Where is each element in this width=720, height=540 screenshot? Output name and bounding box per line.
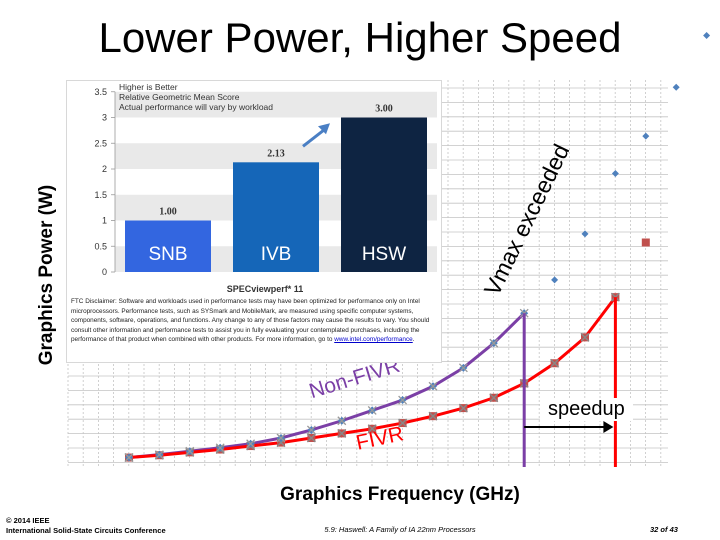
- fivr-vmax-point: [641, 238, 650, 247]
- chart-markers: [124, 32, 711, 463]
- bar-hsw: [341, 117, 427, 272]
- trend-arrow-head: [318, 123, 330, 135]
- chart-overlay: [522, 297, 617, 467]
- non-fivr-point-x: [215, 443, 225, 453]
- footer-paper: 5.9: Haswell: A Family of IA 22nm Proces…: [324, 525, 476, 534]
- bar-category-label: HSW: [362, 244, 406, 265]
- bar-category-label: IVB: [261, 244, 292, 265]
- non-fivr-point-x: [398, 395, 408, 405]
- non-fivr-point-x: [367, 405, 377, 415]
- disclaimer-end: .: [412, 336, 415, 344]
- specviewperf-inset: 0 0.5 1 1.5 2 2.5 3 3.5 Higher is Better Relati…: [66, 80, 442, 363]
- bar-axis-tick-label: 2.5: [94, 138, 107, 148]
- non-fivr-point-x: [246, 439, 256, 449]
- legend-line-1: Higher is Better: [119, 82, 178, 92]
- bar-ivb: [233, 162, 319, 272]
- bar-category-label: SNB: [148, 244, 187, 265]
- fivr-point-x: [306, 433, 316, 443]
- bar-axis-tick-label: 3: [102, 113, 107, 123]
- non-fivr-point-x: [124, 453, 134, 463]
- bars: 1.00 SNB 2.13 IVB 3.00 HSW: [125, 104, 427, 272]
- non-fivr-point-x: [337, 416, 347, 426]
- conference-text: International Solid-State Circuits Confe…: [6, 526, 166, 535]
- fivr-point-x: [458, 403, 468, 413]
- y-axis-label: Graphics Power (W): [36, 184, 57, 366]
- non-fivr-vmax-point: [703, 32, 711, 39]
- slide-title: Lower Power, Higher Speed: [98, 14, 622, 61]
- footer-copyright: © 2014 IEEE International Solid-State Ci…: [6, 516, 166, 536]
- fivr-point-x: [550, 358, 560, 368]
- specviewperf-bar-chart: 0 0.5 1 1.5 2 2.5 3 3.5 Higher is Better Relati…: [94, 81, 437, 294]
- fivr-point-x: [337, 428, 347, 438]
- non-fivr-point-x: [428, 381, 438, 391]
- speedup-arrow-head: [603, 421, 614, 433]
- bar-axis-tick-label: 3.5: [94, 87, 107, 97]
- non-fivr-point-x: [154, 450, 164, 460]
- fivr-point-x: [580, 332, 590, 342]
- ftc-disclaimer: FTC Disclaimer: Software and workloads u…: [71, 297, 437, 345]
- bar-axis-tick-label: 1.5: [94, 190, 107, 200]
- bar-axis-tick-label: 0.5: [94, 241, 107, 251]
- bar-snb: [125, 220, 211, 272]
- bar-value-label: 2.13: [267, 148, 285, 159]
- bar-value-label: 3.00: [375, 104, 393, 115]
- non-fivr-vmax-point: [551, 276, 559, 284]
- non-fivr-point-x: [489, 338, 499, 348]
- non-fivr-point-x: [306, 425, 316, 435]
- non-fivr-vmax-point: [611, 170, 619, 177]
- speedup-label: speedup: [540, 398, 633, 421]
- bar-axis-tick-label: 2: [102, 164, 107, 174]
- disclaimer-text: FTC Disclaimer: Software and workloads u…: [71, 298, 430, 344]
- copyright-text: © 2014 IEEE: [6, 516, 50, 525]
- bar-value-label: 1.00: [159, 207, 177, 218]
- fivr-point-x: [489, 393, 499, 403]
- non-fivr-point-x: [276, 433, 286, 443]
- performance-link[interactable]: www.intel.com/performance: [334, 336, 413, 344]
- non-fivr-vmax-point: [642, 132, 650, 140]
- bar-grid-band: [115, 91, 437, 118]
- legend-line-2: Relative Geometric Mean Score: [119, 92, 240, 102]
- fivr-point-x: [428, 411, 438, 421]
- footer-page: 32 of 43: [650, 525, 678, 534]
- non-fivr-vmax-point: [672, 83, 680, 91]
- bar-axis-tick-label: 1: [102, 216, 107, 226]
- non-fivr-vmax-point: [581, 230, 589, 238]
- bar-axis-tick-label: 0: [102, 267, 107, 277]
- x-axis-label: Graphics Frequency (GHz): [280, 484, 520, 505]
- non-fivr-point-x: [458, 363, 468, 373]
- legend-line-3: Actual performance will vary by workload: [119, 102, 273, 112]
- non-fivr-point-x: [185, 446, 195, 456]
- fivr-point-x: [398, 418, 408, 428]
- fivr-point-x: [367, 424, 377, 434]
- benchmark-label: SPECviewperf* 11: [227, 284, 304, 294]
- trend-arrow-shaft: [302, 128, 326, 148]
